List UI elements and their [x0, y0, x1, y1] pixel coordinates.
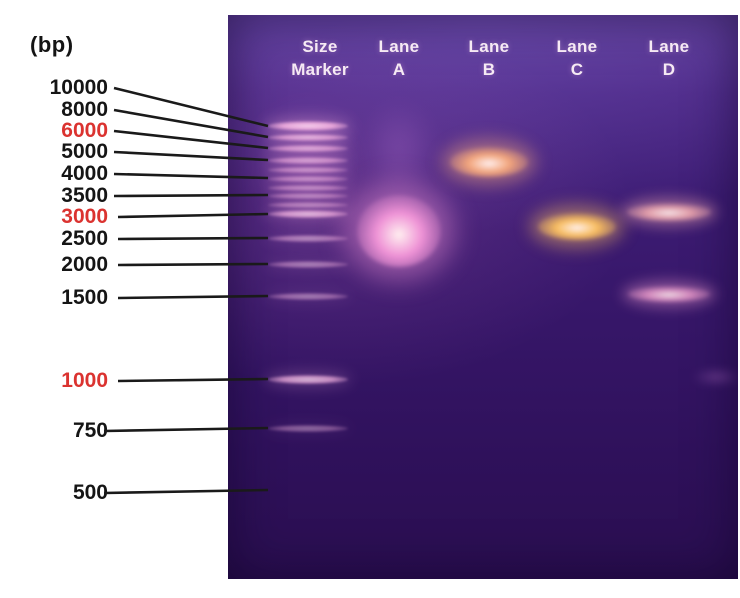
lane-headers-layer: Size Marker Lane A Lane B Lane C Lane D [228, 15, 738, 579]
size-label-10000: 10000 [49, 76, 108, 99]
lane-header-lane-c: Lane C [557, 35, 598, 81]
lane-header-marker: Size Marker [291, 35, 349, 81]
size-label-5000: 5000 [61, 140, 108, 163]
marker-ladder-band [268, 144, 348, 152]
marker-ladder-band [268, 133, 348, 141]
gel-photo: Size Marker Lane A Lane B Lane C Lane D [228, 15, 738, 579]
size-label-2000: 2000 [61, 253, 108, 276]
dna-band-lane-c [538, 212, 616, 240]
size-label-750: 750 [72, 419, 108, 442]
marker-ladder-band [268, 176, 348, 182]
lane-header-lane-d: Lane D [649, 35, 690, 81]
lane-header-text: B [482, 60, 496, 79]
size-label-1000: 1000 [61, 369, 108, 392]
lane-header-text: Lane [556, 37, 598, 56]
marker-ladder-band [268, 374, 348, 384]
marker-ladder-band [268, 185, 348, 191]
dna-band-marker [258, 108, 358, 228]
marker-ladder-band [268, 202, 348, 208]
size-label-8000: 8000 [61, 98, 108, 121]
lane-header-text: Size [302, 37, 338, 56]
lane-header-text: D [662, 60, 676, 79]
lane-header-text: A [392, 60, 406, 79]
size-label-1500: 1500 [61, 286, 108, 309]
dna-band-lane-d [693, 370, 738, 384]
size-label-2500: 2500 [61, 227, 108, 250]
lane-header-text: Marker [291, 60, 349, 79]
marker-ladder-band [268, 260, 348, 268]
size-label-500: 500 [72, 481, 108, 504]
lane-header-text: Lane [378, 37, 420, 56]
marker-ladder-band [268, 210, 348, 218]
dna-band-lane-d [628, 286, 710, 302]
lane-header-text: C [570, 60, 584, 79]
size-label-6000: 6000 [61, 119, 108, 142]
lane-header-text: Lane [648, 37, 690, 56]
marker-ladder-band [268, 234, 348, 242]
marker-ladder-band [268, 424, 348, 432]
lane-header-lane-b: Lane B [469, 35, 510, 81]
marker-ladder-band [268, 121, 348, 131]
marker-ladder-band [268, 167, 348, 173]
gel-bands-layer [228, 15, 738, 579]
size-label-3000: 3000 [61, 205, 108, 228]
size-label-4000: 4000 [61, 162, 108, 185]
lane-header-lane-a: Lane A [379, 35, 420, 81]
dna-band-lane-b [450, 147, 528, 177]
marker-ladder-band [268, 156, 348, 164]
dna-band-lane-d [627, 203, 711, 221]
dna-band-lane-a [363, 104, 435, 196]
lane-header-text: Lane [468, 37, 510, 56]
marker-ladder-band [268, 292, 348, 300]
bp-unit-label: (bp) [30, 32, 74, 57]
marker-ladder-band [268, 193, 348, 199]
size-label-3500: 3500 [61, 184, 108, 207]
dna-band-lane-a [357, 195, 441, 267]
